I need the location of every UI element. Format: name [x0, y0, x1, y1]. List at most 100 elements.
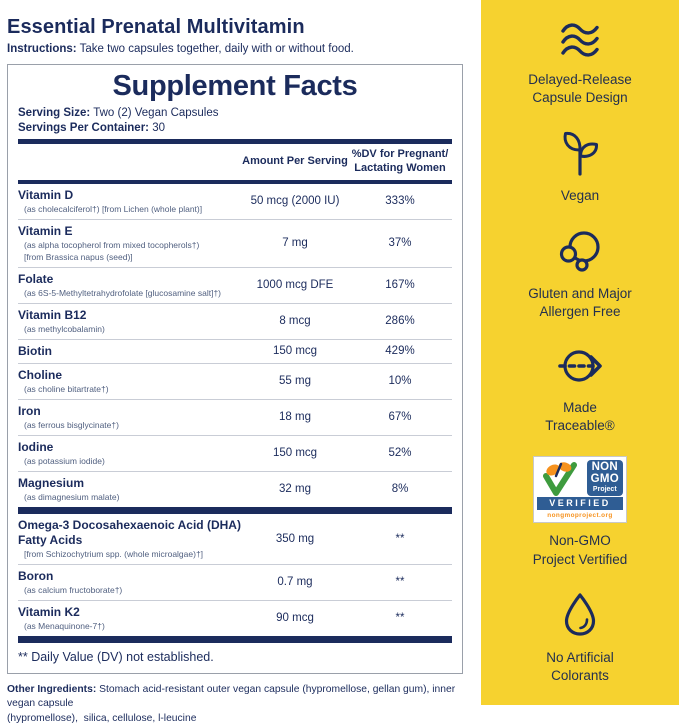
- waves-icon: [554, 20, 606, 62]
- servings-per-container-line: Servings Per Container: 30: [18, 121, 452, 136]
- instructions-text: Take two capsules together, daily with o…: [80, 43, 354, 55]
- amount-per-serving: 150 mcg: [242, 447, 348, 459]
- ingredient-source: (as 6S-5-Methyltetrahydrofolate [glucosa…: [18, 288, 242, 299]
- ingredient-name: Boron: [18, 569, 242, 584]
- feature-non-gmo: NON GMO Project VERIFIED nongmoproject.o…: [533, 456, 628, 568]
- page-title: Essential Prenatal Multivitamin: [7, 16, 481, 39]
- badge-text-project: Project: [591, 486, 619, 493]
- feature-made-traceable: Made Traceable®: [545, 342, 614, 435]
- servings-value: 30: [152, 122, 165, 134]
- other-ingredients-label: Other Ingredients:: [7, 684, 96, 695]
- amount-per-serving: 7 mg: [242, 237, 348, 249]
- instructions-line: Instructions: Take two capsules together…: [7, 42, 481, 56]
- table-row: Boron(as calcium fructoborate†)0.7 mg**: [18, 564, 452, 600]
- feature-label: Vegan: [561, 187, 599, 205]
- instructions-label: Instructions:: [7, 43, 77, 55]
- ingredient-source: (as potassium iodide): [18, 456, 242, 467]
- percent-dv: 67%: [348, 411, 452, 423]
- amount-per-serving: 90 mcg: [242, 612, 348, 624]
- table-row: Omega-3 Docosahexaenoic Acid (DHA) Fatty…: [18, 514, 452, 564]
- percent-dv: 333%: [348, 195, 452, 207]
- ingredient-name: Vitamin E: [18, 224, 242, 239]
- feature-label: No Artificial Colorants: [546, 649, 614, 685]
- serving-size-line: Serving Size: Two (2) Vegan Capsules: [18, 106, 452, 121]
- percent-dv: 52%: [348, 447, 452, 459]
- column-header-amount: Amount Per Serving: [242, 155, 348, 169]
- serving-size-value: Two (2) Vegan Capsules: [93, 107, 218, 119]
- percent-dv: **: [348, 612, 452, 624]
- ingredient-name: Omega-3 Docosahexaenoic Acid (DHA) Fatty…: [18, 518, 242, 548]
- ingredient-name: Folate: [18, 272, 242, 287]
- amount-per-serving: 50 mcg (2000 IU): [242, 195, 348, 207]
- percent-dv: 37%: [348, 237, 452, 249]
- section-divider-bar: [18, 636, 452, 643]
- features-sidebar: Delayed-Release Capsule Design Vegan Glu…: [481, 0, 679, 705]
- amount-per-serving: 1000 mcg DFE: [242, 279, 348, 291]
- ingredient-source: (as methylcobalamin): [18, 324, 242, 335]
- sprout-icon: [555, 128, 605, 178]
- butterfly-checkmark-icon: [537, 460, 585, 496]
- ingredient-name: Iodine: [18, 440, 242, 455]
- percent-dv: 167%: [348, 279, 452, 291]
- feature-delayed-release: Delayed-Release Capsule Design: [528, 20, 632, 107]
- serving-size-label: Serving Size:: [18, 107, 90, 119]
- badge-text-verified: VERIFIED: [537, 497, 623, 510]
- ingredient-source: (as alpha tocopherol from mixed tocopher…: [18, 240, 242, 251]
- percent-dv: 8%: [348, 483, 452, 495]
- percent-dv: 286%: [348, 315, 452, 327]
- percent-dv: **: [348, 533, 452, 545]
- ingredient-name: Choline: [18, 368, 242, 383]
- ingredient-source: (as dimagnesium malate): [18, 492, 242, 503]
- ingredient-source: (as choline bitartrate†): [18, 384, 242, 395]
- feature-vegan: Vegan: [555, 128, 605, 205]
- servings-label: Servings Per Container:: [18, 122, 149, 134]
- badge-url: nongmoproject.org: [537, 511, 623, 520]
- table-row: Vitamin D(as cholecalciferol†) [from Lic…: [18, 184, 452, 219]
- other-ingredients: Other Ingredients: Stomach acid-resistan…: [7, 683, 471, 726]
- feature-label: Delayed-Release Capsule Design: [528, 71, 632, 107]
- ingredient-name: Vitamin D: [18, 188, 242, 203]
- percent-dv: 10%: [348, 375, 452, 387]
- ingredient-name: Vitamin B12: [18, 308, 242, 323]
- percent-dv: 429%: [348, 345, 452, 357]
- section-divider-bar: [18, 507, 452, 514]
- ingredient-name: Magnesium: [18, 476, 242, 491]
- column-header-dv: %DV for Pregnant/ Lactating Women: [348, 148, 452, 175]
- table-row: Folate(as 6S-5-Methyltetrahydrofolate [g…: [18, 267, 452, 303]
- ingredient-source: (as Menaquinone-7†): [18, 621, 242, 632]
- feature-no-colorants: No Artificial Colorants: [546, 590, 614, 685]
- product-label-image: { "page": { "title": "Essential Prenatal…: [0, 0, 679, 705]
- amount-per-serving: 18 mg: [242, 411, 348, 423]
- ingredient-source: (as cholecalciferol†) [from Lichen (whol…: [18, 204, 242, 215]
- amount-per-serving: 32 mg: [242, 483, 348, 495]
- ingredient-name: Vitamin K2: [18, 605, 242, 620]
- supplement-facts-title: Supplement Facts: [18, 70, 452, 102]
- amount-per-serving: 150 mcg: [242, 345, 348, 357]
- facts-rows: Vitamin D(as cholecalciferol†) [from Lic…: [18, 184, 452, 643]
- ingredient-source: (as calcium fructoborate†): [18, 585, 242, 596]
- badge-text-gmo: GMO: [591, 474, 619, 486]
- amount-per-serving: 0.7 mg: [242, 576, 348, 588]
- traceable-dashed-arrow-icon: [553, 342, 607, 390]
- dv-footnote: ** Daily Value (DV) not established.: [18, 643, 452, 673]
- label-panel: Essential Prenatal Multivitamin Instruct…: [0, 0, 481, 705]
- amount-per-serving: 8 mcg: [242, 315, 348, 327]
- supplement-facts-box: Supplement Facts Serving Size: Two (2) V…: [7, 64, 463, 674]
- ingredient-source: [from Brassica napus (seed)]: [18, 252, 242, 263]
- table-header-row: Amount Per Serving %DV for Pregnant/ Lac…: [18, 144, 452, 180]
- ingredient-source: (as ferrous bisglycinate†): [18, 420, 242, 431]
- allergen-free-circles-icon: [554, 226, 606, 276]
- amount-per-serving: 350 mg: [242, 533, 348, 545]
- ingredient-source: [from Schizochytrium spp. (whole microal…: [18, 549, 242, 560]
- table-row: Vitamin E(as alpha tocopherol from mixed…: [18, 219, 452, 267]
- feature-label: Gluten and Major Allergen Free: [528, 285, 632, 321]
- percent-dv: **: [348, 576, 452, 588]
- amount-per-serving: 55 mg: [242, 375, 348, 387]
- feature-label: Made Traceable®: [545, 399, 614, 435]
